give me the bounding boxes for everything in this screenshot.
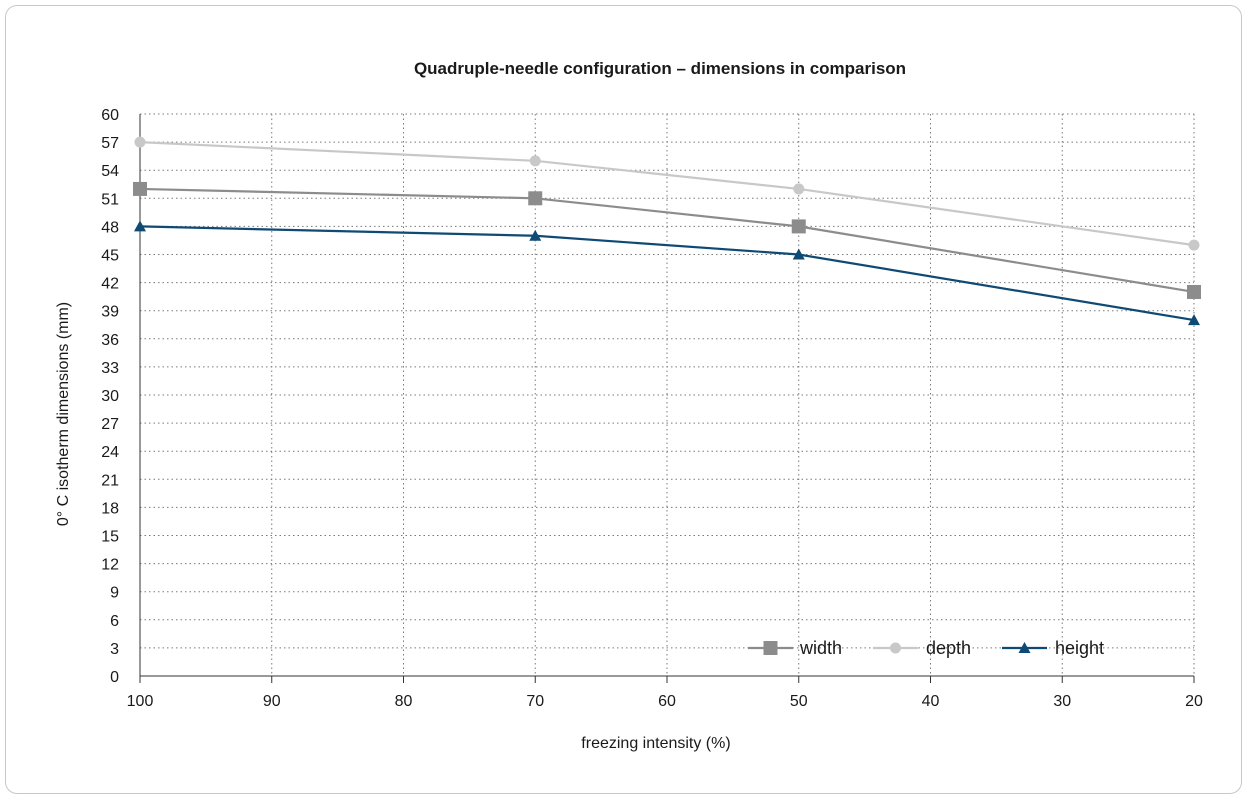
y-tick-label: 36	[101, 332, 119, 349]
y-tick-label: 18	[101, 500, 119, 517]
depth-point	[1188, 239, 1200, 251]
x-tick-labels: 100 90 80 70 60 50 40 30 20	[127, 693, 1203, 710]
height-line	[139, 225, 1195, 322]
width-point	[133, 181, 147, 196]
y-tick-label: 42	[101, 276, 119, 293]
y-tick-label: 54	[101, 163, 119, 180]
depth-point	[529, 155, 541, 167]
width-point	[1187, 284, 1201, 299]
height-point	[1188, 314, 1200, 326]
y-tick-label: 27	[101, 416, 119, 433]
x-tick-label: 80	[395, 693, 413, 710]
y-tick-label: 21	[101, 472, 119, 489]
chart-title: Quadruple-needle configuration – dimensi…	[414, 59, 906, 78]
y-tick-label: 33	[101, 360, 119, 377]
width-point	[791, 219, 806, 234]
y-tick-label: 30	[101, 388, 119, 405]
legend-item-width: width	[748, 638, 842, 658]
y-tick-label: 45	[101, 248, 119, 265]
width-point	[528, 191, 543, 206]
y-tick-label: 60	[101, 107, 119, 124]
y-tick-label: 0	[110, 669, 119, 686]
x-tick-label: 100	[127, 693, 154, 710]
width-line	[139, 187, 1195, 294]
x-tick-label: 20	[1185, 693, 1203, 710]
legend-item-height: height	[1002, 638, 1104, 658]
height-point	[792, 248, 805, 260]
x-tick-label: 70	[526, 693, 544, 710]
x-tick-label: 30	[1053, 693, 1071, 710]
height-point	[529, 229, 542, 241]
y-tick-label: 3	[110, 641, 119, 658]
y-tick-label: 48	[101, 219, 119, 236]
legend: width depth height	[748, 638, 1104, 658]
legend-label-depth: depth	[926, 638, 971, 658]
chart-frame	[5, 5, 1242, 794]
y-tick-label: 24	[101, 444, 119, 461]
depth-line	[139, 141, 1195, 247]
y-tick-label: 9	[110, 585, 119, 602]
grid	[140, 113, 1195, 676]
axes	[139, 114, 1195, 683]
y-tick-label: 6	[110, 613, 119, 630]
legend-marker-height	[1018, 642, 1031, 653]
y-tick-label: 39	[101, 304, 119, 321]
legend-item-depth: depth	[873, 638, 971, 658]
series-markers	[133, 136, 1201, 326]
y-tick-label: 15	[101, 529, 119, 546]
height-point	[134, 220, 146, 232]
depth-point	[134, 136, 146, 148]
legend-marker-depth	[890, 642, 901, 654]
series-lines	[139, 141, 1195, 322]
depth-point	[793, 183, 805, 195]
x-tick-label: 90	[263, 693, 281, 710]
x-tick-label: 40	[922, 693, 940, 710]
y-tick-label: 57	[101, 135, 119, 152]
legend-marker-width	[763, 641, 778, 655]
y-tick-label: 51	[101, 191, 119, 208]
legend-label-width: width	[799, 638, 842, 658]
legend-label-height: height	[1055, 638, 1104, 658]
y-tick-label: 12	[101, 557, 119, 574]
x-tick-label: 60	[658, 693, 676, 710]
y-axis-label: 0° C isotherm dimensions (mm)	[55, 302, 72, 526]
x-axis-label: freezing intensity (%)	[581, 735, 730, 752]
x-tick-label: 50	[790, 693, 808, 710]
